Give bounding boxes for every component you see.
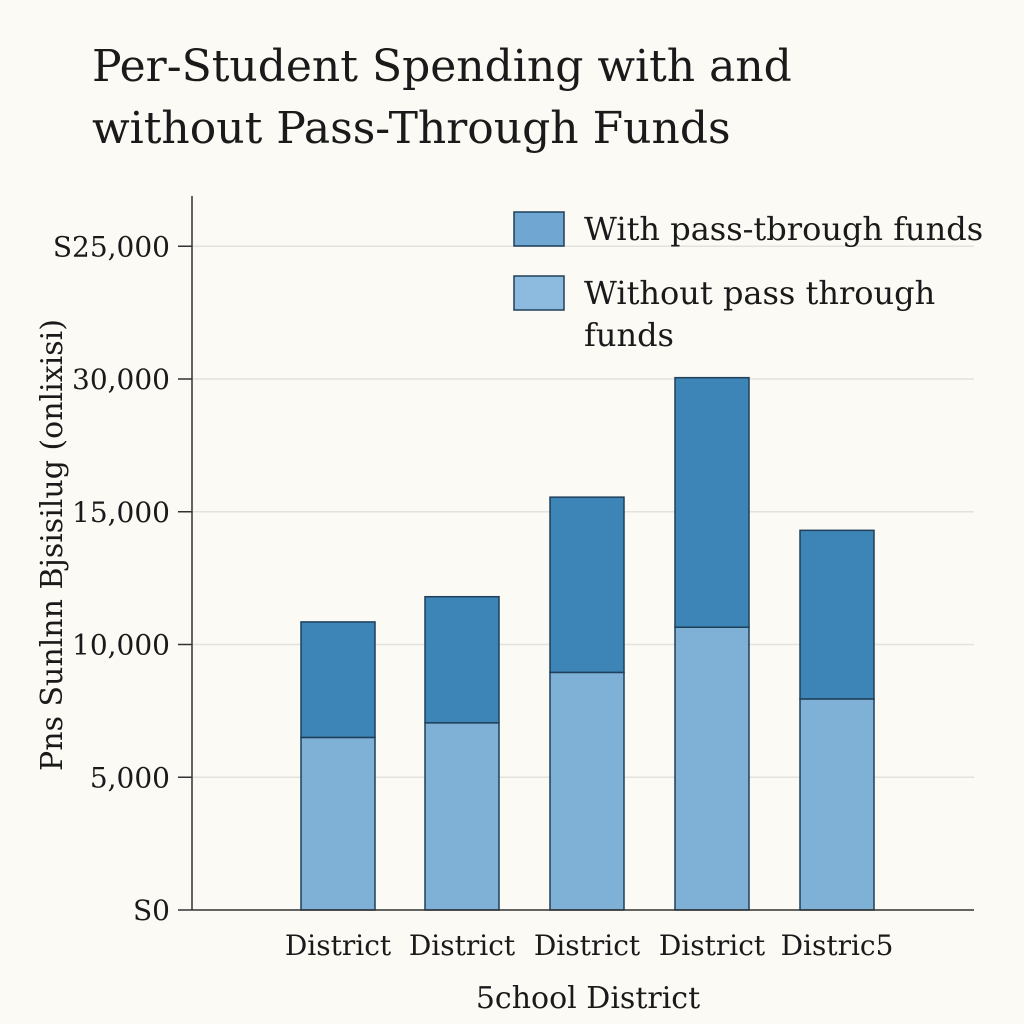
- x-axis-label: 5chool District: [476, 981, 700, 1016]
- bar-segment-without-pass-through: [799, 698, 875, 911]
- bar-segment-with-pass-through: [674, 376, 750, 628]
- x-category-label: District: [285, 929, 392, 962]
- bar-segment-without-pass-through: [300, 736, 376, 911]
- y-tick-label: 10,000: [72, 629, 170, 662]
- bar-segment-without-pass-through: [549, 671, 625, 911]
- bar-segment-with-pass-through: [549, 496, 625, 674]
- y-tick-label: S25,000: [53, 230, 170, 263]
- x-category-label: Distric5: [781, 929, 894, 962]
- legend-label-without-line2: funds: [584, 316, 674, 354]
- legend-swatch-with: [513, 211, 565, 247]
- bar-segment-with-pass-through: [424, 595, 500, 724]
- y-tick-labels: S0 5,000 10,000 15,000 30,000 S25,000: [53, 230, 192, 927]
- axes: [191, 196, 974, 911]
- legend: With pass-tbrough funds Without pass thro…: [513, 210, 983, 354]
- x-category-label: District: [659, 929, 766, 962]
- x-category-label: District: [534, 929, 641, 962]
- bars: [300, 376, 875, 911]
- bar-segment-with-pass-through: [300, 621, 376, 739]
- bar-segment-without-pass-through: [424, 722, 500, 911]
- x-category-label: District: [409, 929, 516, 962]
- bar-segment-without-pass-through: [674, 626, 750, 911]
- legend-swatch-without: [513, 275, 565, 311]
- x-category-labels: District District District District Distric5: [285, 929, 894, 962]
- y-tick-label: S0: [133, 894, 170, 927]
- y-axis-label: Pns Sunlnn Bjsisilug (onlixisi): [35, 319, 70, 771]
- bar-segment-with-pass-through: [799, 529, 875, 700]
- y-tick-label: 15,000: [72, 496, 170, 529]
- chart-title: Per-Student Spending with and without Pa…: [92, 41, 792, 154]
- y-tick-label: 5,000: [90, 761, 170, 794]
- legend-label-without: Without pass through: [584, 274, 935, 312]
- y-tick-label: 30,000: [72, 363, 170, 396]
- legend-label-with: With pass-tbrough funds: [584, 210, 983, 248]
